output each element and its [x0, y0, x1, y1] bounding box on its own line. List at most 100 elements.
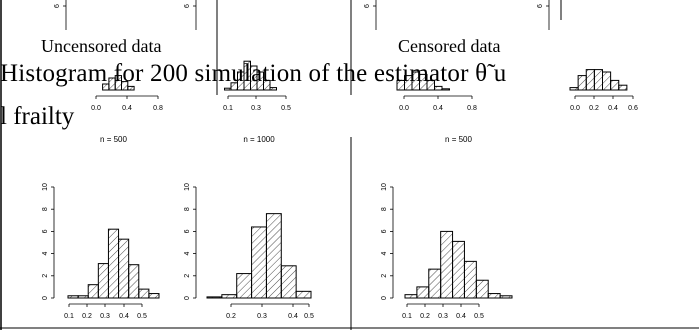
histogram-bar — [452, 240, 465, 299]
y-tick-label: 0 — [381, 296, 388, 300]
x-tick-label: 0.4 — [288, 313, 298, 320]
x-tick-label: 0.2 — [226, 313, 236, 320]
histogram-bar — [475, 279, 489, 299]
y-tick-label: 6 — [54, 4, 61, 8]
histogram-bar — [138, 288, 150, 299]
histogram-bar — [236, 273, 253, 299]
x-tick-label: 0.1 — [223, 105, 233, 112]
histogram-bar — [295, 290, 312, 299]
x-tick-label: 0.5 — [281, 105, 291, 112]
y-tick-label: 8 — [381, 207, 388, 211]
y-tick-label: 8 — [184, 207, 191, 211]
x-tick-label: 0.8 — [467, 105, 477, 112]
y-tick-label: 2 — [184, 274, 191, 278]
y-tick-label: 4 — [381, 252, 388, 256]
panel-title: n = 1000 — [243, 135, 275, 144]
histogram-bar — [577, 75, 587, 91]
histogram-panel: 0.2 0.3 0.4 0.5 0 2 4 6 8 10 n = 1000 — [184, 135, 314, 320]
y-tick-label: 0 — [184, 296, 191, 300]
histogram-bar — [127, 85, 135, 91]
histogram-panel: 0.1 0.2 0.3 0.4 0.5 0 2 4 6 8 10 n = 500 — [381, 135, 513, 320]
x-tick-label: 0.0 — [570, 105, 580, 112]
histogram-bar — [269, 87, 277, 91]
x-tick-label: 0.0 — [91, 105, 101, 112]
x-tick-label: 0.2 — [82, 313, 92, 320]
x-tick-label: 0.1 — [64, 313, 74, 320]
histogram-panel: 0.0 0.4 0.8 6 — [54, 0, 163, 112]
histogram-bar — [265, 213, 282, 299]
panel-title: n = 500 — [445, 135, 472, 144]
y-tick-label: 0 — [42, 296, 49, 300]
y-tick-label: 6 — [184, 229, 191, 233]
histogram-panel: 0.0 0.2 0.4 0.6 6 — [537, 0, 638, 112]
y-tick-label: 4 — [42, 252, 49, 256]
histogram-bar — [499, 295, 513, 299]
histogram-bar — [441, 88, 450, 91]
x-tick-label: 0.5 — [304, 313, 314, 320]
x-tick-label: 0.3 — [251, 105, 261, 112]
y-tick-label: 10 — [184, 183, 191, 191]
histogram-panels: 0.0 0.4 0.860.1 0.3 0.560.0 0.4 0.860.0 0.2 0.4 0… — [42, 0, 638, 320]
histogram-bar — [128, 264, 140, 299]
y-tick-label: 10 — [42, 183, 49, 191]
histogram-bar — [121, 81, 129, 91]
histogram-bar — [618, 84, 628, 91]
histogram-bar — [148, 293, 160, 299]
x-tick-label: 0.4 — [122, 105, 132, 112]
x-tick-label: 0.4 — [608, 105, 618, 112]
histogram-bar — [426, 79, 435, 91]
histogram-bar — [434, 85, 443, 91]
histogram-bar — [280, 265, 297, 299]
histogram-panel: 0.0 0.4 0.8 6 — [364, 0, 477, 112]
x-tick-label: 0.3 — [257, 313, 267, 320]
y-tick-label: 10 — [381, 183, 388, 191]
x-tick-label: 0.0 — [399, 105, 409, 112]
y-tick-label: 6 — [184, 4, 191, 8]
censored-heading: Censored data — [398, 36, 501, 56]
x-tick-label: 0.3 — [100, 313, 110, 320]
histogram-bar — [440, 230, 454, 299]
histogram-bar — [416, 286, 430, 299]
x-tick-label: 0.5 — [137, 313, 147, 320]
histogram-bar — [224, 87, 232, 91]
caption-line-2: l frailty — [0, 103, 75, 130]
histogram-panel: 0.1 0.2 0.3 0.4 0.5 0 2 4 6 8 10 n = 500 — [42, 135, 160, 320]
histogram-bar — [67, 295, 79, 299]
histogram-bar — [463, 260, 477, 299]
histogram-bar — [487, 293, 501, 299]
histogram-panel: 0.1 0.3 0.5 6 — [184, 0, 291, 112]
uncensored-heading: Uncensored data — [41, 36, 162, 56]
x-tick-label: 0.8 — [153, 105, 163, 112]
histogram-bar — [97, 263, 109, 299]
x-tick-label: 0.2 — [589, 105, 599, 112]
y-tick-label: 2 — [42, 274, 49, 278]
histogram-bar — [404, 294, 418, 299]
y-tick-label: 2 — [381, 274, 388, 278]
y-tick-label: 4 — [184, 252, 191, 256]
y-tick-label: 8 — [42, 207, 49, 211]
y-tick-label: 6 — [537, 4, 544, 8]
x-tick-label: 0.4 — [119, 313, 129, 320]
x-tick-label: 0.2 — [420, 313, 430, 320]
histogram-bar — [263, 79, 271, 91]
histogram-bar — [87, 284, 99, 299]
panel-title: n = 500 — [100, 135, 127, 144]
histogram-bar — [107, 228, 120, 299]
y-tick-label: 6 — [364, 4, 371, 8]
x-tick-label: 0.5 — [474, 313, 484, 320]
y-tick-label: 6 — [381, 229, 388, 233]
histogram-bar — [569, 87, 579, 91]
x-tick-label: 0.3 — [438, 313, 448, 320]
histogram-bar — [118, 238, 130, 299]
caption-line-1: Histogram for 200 simulation of the esti… — [0, 60, 507, 87]
histogram-bar — [593, 69, 603, 91]
x-tick-label: 0.6 — [628, 105, 638, 112]
x-tick-label: 0.4 — [456, 313, 466, 320]
histogram-bar — [251, 226, 267, 299]
histogram-bar — [602, 71, 612, 91]
histogram-bar — [585, 69, 595, 91]
histogram-bar — [610, 79, 620, 91]
x-tick-label: 0.4 — [433, 105, 443, 112]
